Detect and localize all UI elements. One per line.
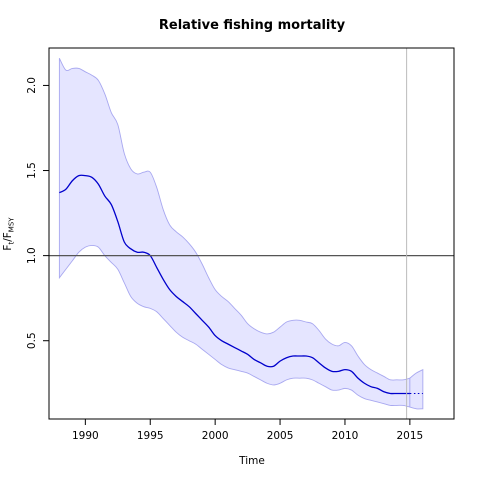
- x-tick-label: 2000: [202, 430, 229, 442]
- forecast-band-area: [409, 368, 424, 410]
- y-axis-label-sub-t: t: [8, 242, 16, 245]
- x-axis-label: Time: [238, 455, 265, 467]
- chart-title: Relative fishing mortality: [159, 18, 346, 33]
- y-axis-label-sub-msy: MSY: [8, 217, 16, 232]
- y-axis-label-separator: /F: [2, 232, 14, 242]
- y-axis-label: Ft/FMSY: [2, 217, 16, 251]
- x-tick-label: 1995: [137, 430, 164, 442]
- y-tick-label: 1.0: [26, 247, 38, 264]
- y-axis: 0.5 1.0 1.5 2.0: [26, 77, 49, 349]
- x-axis: 1990 1995 2000 2005 2010 2015: [72, 419, 423, 442]
- y-axis-label-main: F: [2, 245, 14, 251]
- x-tick-label: 2010: [332, 430, 359, 442]
- x-tick-label: 1990: [72, 430, 99, 442]
- estimate-line: [59, 174, 410, 395]
- confidence-band-area: [58, 57, 411, 408]
- plot-frame: [48, 47, 455, 420]
- x-tick-label: 2015: [396, 430, 423, 442]
- y-tick-label: 1.5: [26, 162, 38, 179]
- x-tick-label: 2005: [267, 430, 294, 442]
- y-tick-label: 0.5: [26, 332, 38, 349]
- confidence-band-group: [58, 57, 424, 410]
- y-tick-label: 2.0: [26, 77, 38, 94]
- estimate-line-group: [49, 48, 454, 419]
